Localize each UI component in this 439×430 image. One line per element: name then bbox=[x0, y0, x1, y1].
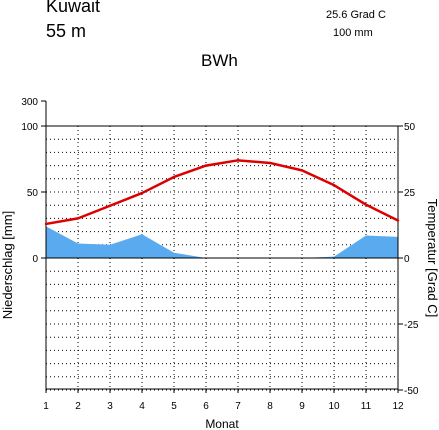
x-tick-label: 3 bbox=[107, 401, 113, 412]
left-tick-label: 300 bbox=[21, 97, 38, 108]
x-tick-label: 11 bbox=[361, 401, 372, 412]
x-tick-label: 8 bbox=[267, 401, 273, 412]
x-tick-label: 4 bbox=[139, 401, 145, 412]
right-tick-label: 0 bbox=[404, 254, 410, 265]
x-tick-label: 9 bbox=[299, 401, 305, 412]
right-axis-title: Temperatur [Grad C] bbox=[425, 199, 439, 318]
x-axis-title: Monat bbox=[205, 417, 239, 430]
temperature-point bbox=[396, 219, 400, 222]
temperature-point bbox=[108, 204, 112, 207]
x-tick-label: 7 bbox=[235, 401, 241, 412]
right-tick-label: -25 bbox=[404, 320, 419, 331]
temperature-point bbox=[44, 222, 48, 226]
annual-precipitation: 100 mm bbox=[333, 27, 373, 39]
right-tick-label: 25 bbox=[404, 188, 416, 199]
x-tick-label: 2 bbox=[75, 401, 81, 412]
left-axis-title: Niederschlag [mm] bbox=[0, 211, 15, 319]
station-name: Kuwait bbox=[46, 0, 101, 16]
temperature-point bbox=[300, 169, 304, 172]
climate-class: BWh bbox=[201, 51, 238, 70]
x-tick-label: 5 bbox=[171, 401, 177, 412]
x-tick-label: 1 bbox=[43, 401, 49, 412]
x-tick-label: 6 bbox=[203, 401, 209, 412]
temperature-point bbox=[172, 175, 176, 179]
right-tick-label: -50 bbox=[404, 386, 419, 397]
x-tick-label: 12 bbox=[392, 401, 404, 412]
left-tick-label: 50 bbox=[27, 188, 39, 199]
temperature-point bbox=[140, 191, 144, 195]
temperature-point bbox=[236, 159, 240, 162]
grid bbox=[46, 126, 398, 391]
mean-temperature: 25.6 Grad C bbox=[326, 9, 386, 21]
right-tick-label: 50 bbox=[404, 122, 416, 133]
temperature-line bbox=[45, 159, 399, 226]
temperature-point bbox=[332, 183, 336, 187]
temperature-point bbox=[204, 164, 208, 167]
left-tick-label: 0 bbox=[32, 254, 38, 265]
temperature-point bbox=[268, 161, 272, 165]
left-tick-label: 100 bbox=[21, 122, 38, 133]
precipitation-area bbox=[46, 226, 398, 258]
temperature-point bbox=[76, 217, 80, 220]
x-tick-label: 10 bbox=[328, 401, 340, 412]
station-elevation: 55 m bbox=[46, 21, 87, 41]
temperature-point bbox=[364, 203, 368, 206]
